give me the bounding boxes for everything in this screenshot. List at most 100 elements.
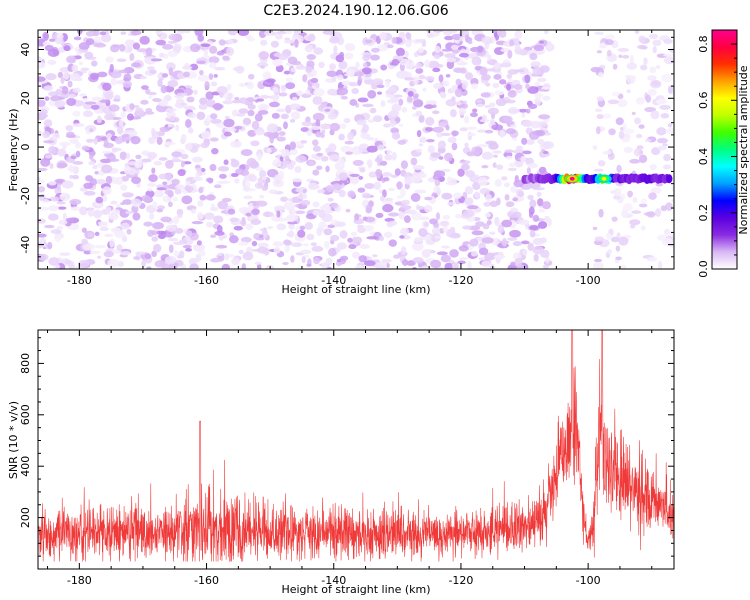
noise-blob — [598, 208, 604, 218]
noise-blob — [415, 39, 425, 43]
noise-blob — [634, 117, 642, 125]
noise-blob — [416, 129, 422, 138]
noise-blob — [166, 62, 176, 72]
noise-blob — [297, 193, 308, 200]
noise-blob — [69, 138, 79, 144]
noise-blob — [432, 126, 444, 133]
noise-blob — [424, 59, 431, 68]
noise-blob — [147, 152, 158, 159]
noise-blob — [197, 200, 204, 207]
noise-blob — [349, 99, 358, 106]
noise-blob — [652, 46, 657, 54]
noise-blob — [48, 91, 59, 97]
noise-blob — [512, 148, 525, 155]
noise-blob — [486, 68, 496, 72]
noise-blob — [424, 196, 433, 201]
noise-blob — [529, 52, 538, 61]
noise-blob — [130, 136, 141, 145]
noise-blob — [261, 176, 267, 181]
noise-blob — [57, 148, 67, 157]
noise-blob — [593, 258, 603, 263]
noise-blob — [524, 74, 531, 84]
noise-blob — [375, 264, 386, 269]
noise-blob — [282, 261, 289, 266]
noise-blob — [423, 204, 433, 213]
noise-blob — [261, 185, 268, 191]
noise-blob — [636, 145, 644, 150]
noise-blob — [325, 165, 330, 173]
noise-blob — [51, 132, 61, 140]
signal-peak — [601, 176, 607, 181]
noise-blob — [288, 230, 295, 238]
noise-blob — [201, 130, 212, 140]
noise-blob — [132, 42, 141, 50]
noise-blob — [391, 36, 397, 44]
noise-blob — [122, 130, 132, 134]
noise-blob — [503, 182, 511, 188]
noise-blob — [320, 155, 329, 162]
colorbar-gradient — [712, 30, 737, 269]
noise-blob — [99, 226, 109, 232]
noise-blob — [418, 74, 426, 80]
noise-blob — [276, 31, 287, 35]
noise-blob — [451, 130, 459, 137]
noise-blob — [217, 252, 223, 256]
noise-blob — [65, 217, 75, 222]
noise-blob — [272, 94, 279, 103]
noise-blob — [481, 151, 494, 160]
noise-blob — [40, 179, 45, 183]
noise-blob — [323, 228, 333, 236]
noise-blob — [176, 92, 188, 97]
noise-blob — [506, 73, 513, 79]
colorbar-tick-label: 0.0 — [697, 260, 710, 278]
noise-blob — [442, 30, 453, 36]
noise-blob — [43, 140, 55, 144]
noise-blob — [246, 81, 254, 90]
noise-blob — [466, 151, 476, 157]
noise-blob — [50, 95, 62, 102]
noise-blob — [612, 63, 618, 70]
noise-blob — [172, 216, 180, 224]
noise-blob — [667, 122, 673, 128]
noise-blob — [459, 36, 465, 42]
noise-blob — [38, 99, 46, 107]
noise-blob — [305, 66, 313, 73]
noise-blob — [347, 190, 356, 198]
noise-blob — [135, 154, 142, 160]
noise-blob — [256, 153, 262, 162]
noise-blob — [458, 107, 467, 116]
noise-blob — [622, 123, 627, 131]
noise-blob — [379, 31, 387, 41]
noise-blob — [251, 208, 260, 216]
noise-blob — [261, 180, 267, 184]
noise-blob — [453, 192, 462, 199]
noise-blob — [663, 56, 674, 65]
noise-blob — [649, 33, 659, 39]
noise-blob — [520, 155, 526, 163]
noise-blob — [119, 151, 127, 160]
noise-blob — [217, 165, 230, 172]
noise-blob — [615, 245, 621, 252]
noise-blob — [171, 151, 183, 158]
noise-blob — [327, 197, 334, 202]
noise-blob — [38, 167, 48, 172]
noise-blob — [168, 66, 173, 76]
noise-blob — [196, 240, 202, 246]
noise-blob — [461, 100, 468, 105]
noise-blob — [274, 205, 286, 212]
noise-blob — [57, 162, 68, 168]
noise-blob — [442, 214, 451, 220]
noise-blob — [654, 208, 662, 217]
noise-blob — [262, 211, 274, 218]
noise-blob — [462, 225, 472, 230]
noise-blob — [48, 145, 57, 155]
noise-blob — [496, 164, 504, 170]
noise-blob — [315, 165, 323, 171]
noise-blob — [618, 54, 623, 58]
noise-blob — [189, 232, 199, 241]
noise-blob — [247, 73, 255, 80]
noise-blob — [337, 74, 344, 81]
noise-blob — [120, 222, 130, 230]
noise-blob — [244, 180, 251, 190]
noise-blob — [467, 260, 472, 269]
